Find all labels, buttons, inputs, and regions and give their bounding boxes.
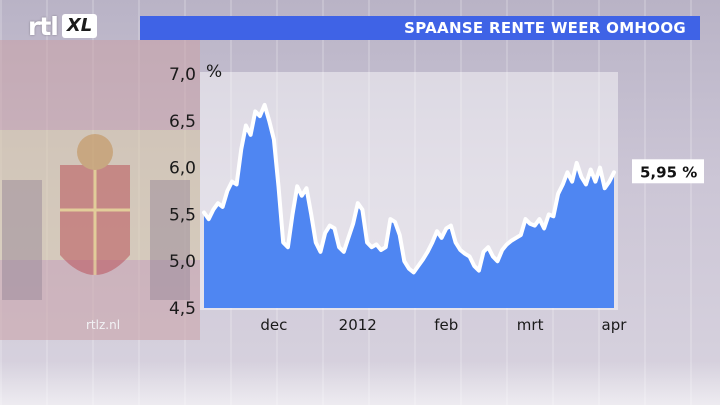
last-value-text: 5,95 % [640, 163, 697, 181]
last-value-label: 5,95 % [632, 159, 704, 184]
y-axis-ticks: 7,0 6,5 6,0 5,5 5,0 4,5 [169, 65, 196, 319]
x-axis-ticks: dec 2012 feb mrt apr [260, 316, 627, 334]
spanish-flag-backdrop [0, 40, 200, 340]
y-tick-label: 6,5 [169, 112, 196, 132]
channel-logo: rtl XL [28, 11, 98, 41]
logo-xl: XL [61, 14, 98, 38]
headline-text: SPAANSE RENTE WEER OMHOOG [404, 19, 686, 37]
area-fill [204, 104, 614, 309]
x-tick-label: apr [602, 316, 628, 334]
x-tick-label: feb [434, 316, 458, 334]
x-tick-label: mrt [517, 316, 544, 334]
y-tick-label: 5,0 [169, 252, 196, 272]
bottom-bar [0, 361, 720, 405]
x-tick-label: dec [260, 316, 287, 334]
headline-bar: SPAANSE RENTE WEER OMHOOG [140, 16, 700, 40]
last-value-box [632, 159, 704, 184]
y-axis-unit: % [206, 62, 222, 82]
y-tick-label: 6,0 [169, 159, 196, 179]
logo-rtl: rtl [28, 11, 59, 41]
x-tick-label: 2012 [339, 316, 377, 334]
website-label: rtlz.nl [86, 318, 121, 332]
series-line [202, 102, 616, 275]
y-tick-label: 7,0 [169, 65, 196, 85]
y-tick-label: 5,5 [169, 205, 196, 225]
y-tick-label: 4,5 [169, 299, 196, 319]
